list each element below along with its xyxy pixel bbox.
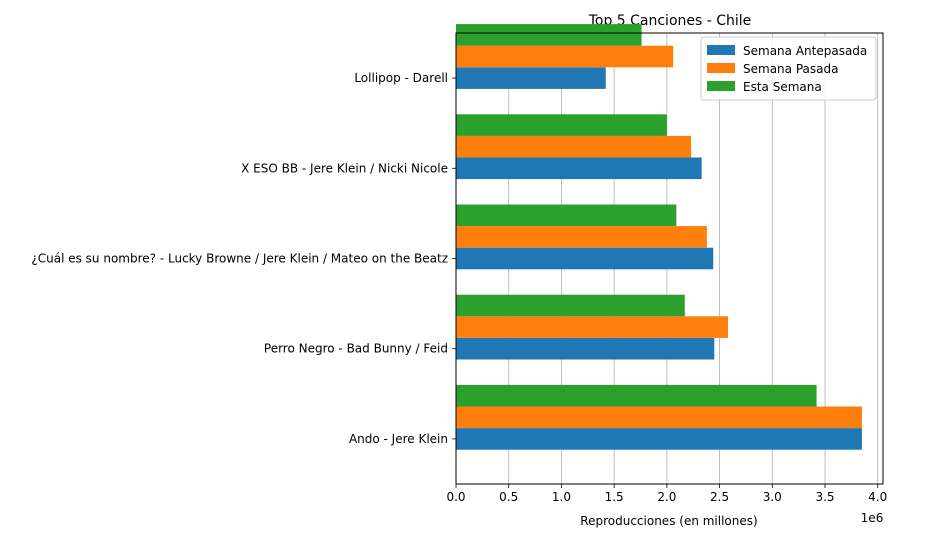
bar	[456, 337, 715, 360]
x-tick-label: 0.5	[499, 490, 518, 504]
bar	[456, 24, 642, 46]
y-tick-label: Lollipop - Darell	[354, 71, 448, 85]
bar	[456, 45, 674, 68]
x-tick-label: 4.0	[868, 490, 887, 504]
bars-layer	[456, 24, 862, 450]
x-tick-label: 1.0	[552, 490, 571, 504]
bar	[456, 114, 667, 136]
y-tick-label: ¿Cuál es su nombre? - Lucky Browne / Jer…	[31, 252, 448, 266]
bar	[456, 67, 606, 89]
bar	[456, 247, 714, 270]
bar	[456, 204, 677, 227]
bar	[456, 294, 685, 317]
legend-label: Esta Semana	[743, 80, 822, 94]
x-tick-label: 0.0	[446, 490, 465, 504]
x-tick-label: 2.0	[657, 490, 676, 504]
bar	[456, 406, 862, 429]
legend-swatch	[707, 45, 735, 55]
y-tick-label: Ando - Jere Klein	[349, 432, 448, 446]
legend: Semana Antepasada Semana Pasada Esta Seman…	[700, 36, 877, 101]
x-axis-label: Reproducciones (en millones)	[580, 514, 757, 528]
legend-swatch	[707, 81, 735, 91]
bar	[456, 428, 862, 450]
x-axis-ticks: 0.0 0.5 1.0 1.5 2.0 2.5 3.0 3.5 4.0	[446, 484, 887, 504]
x-axis-scale-label: 1e6	[861, 511, 884, 525]
y-tick-label: Perro Negro - Bad Bunny / Feid	[264, 342, 448, 356]
legend-label: Semana Antepasada	[743, 44, 867, 58]
legend-box	[700, 36, 877, 101]
legend-swatch	[707, 63, 735, 73]
x-tick-label: 3.0	[763, 490, 782, 504]
bar	[456, 226, 707, 248]
x-tick-label: 3.5	[815, 490, 834, 504]
bar	[456, 157, 702, 180]
bar	[456, 316, 729, 338]
x-tick-label: 2.5	[710, 490, 729, 504]
legend-label: Semana Pasada	[743, 62, 838, 76]
bar	[456, 384, 817, 407]
y-axis-ticks: Ando - Jere Klein Perro Negro - Bad Bunny…	[31, 71, 456, 446]
bar	[456, 135, 692, 158]
y-tick-label: X ESO BB - Jere Klein / Nicki Nicole	[241, 161, 448, 175]
x-tick-label: 1.5	[605, 490, 624, 504]
